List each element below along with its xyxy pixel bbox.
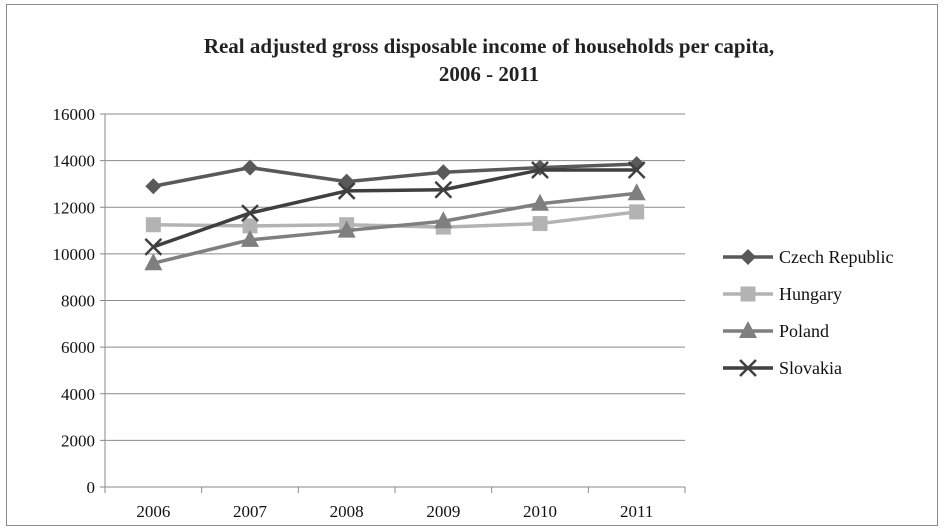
x-tick-label: 2007 [233, 502, 268, 521]
triangle-marker [144, 253, 163, 271]
triangle-marker [434, 211, 453, 229]
x-marker [144, 237, 163, 256]
square-marker [629, 204, 645, 220]
x-marker [434, 180, 453, 199]
legend-label: Czech Republic [779, 247, 893, 267]
x-marker [739, 359, 757, 377]
x-marker [627, 161, 646, 179]
square-marker [242, 218, 258, 234]
legend-label: Poland [779, 321, 829, 341]
legend-item: Poland [723, 321, 829, 341]
chart-subtitle: 2006 - 2011 [439, 62, 539, 86]
diamond-marker [145, 178, 162, 195]
x-marker [337, 182, 356, 200]
diamond-marker [628, 156, 645, 173]
square-marker [145, 217, 161, 233]
axes: 0 2000 4000 6000 8000 10000 12000 14000 16000 200… [53, 105, 686, 521]
diamond-marker [435, 164, 452, 181]
diamond-marker [740, 249, 756, 265]
legend-label: Hungary [779, 284, 842, 304]
triangle-marker [739, 321, 757, 338]
chart-title: Real adjusted gross disposable income of… [204, 34, 774, 58]
x-tick-label: 2006 [136, 502, 170, 521]
x-marker-stroke [434, 180, 453, 199]
y-tick-label: 4000 [61, 385, 95, 404]
x-tick-label: 2010 [523, 502, 557, 521]
triangle-marker [337, 220, 356, 238]
y-tick-label: 16000 [53, 105, 96, 124]
triangle-marker [627, 183, 646, 201]
x-marker-stroke [337, 182, 356, 200]
square-marker [532, 216, 548, 232]
y-tick-label: 12000 [53, 198, 96, 217]
triangle-marker [531, 193, 549, 211]
square-marker [740, 286, 756, 302]
series-line [153, 162, 637, 188]
series-line [152, 168, 637, 249]
diamond-marker [532, 159, 548, 176]
x-tick-label: 2009 [426, 502, 460, 521]
y-tick-label: 10000 [53, 245, 96, 264]
y-tick-label: 6000 [61, 338, 95, 357]
triangle-marker [241, 229, 259, 247]
x-marker-stroke [144, 237, 163, 256]
y-tick-label: 14000 [53, 152, 96, 171]
series-lines [144, 156, 646, 271]
diamond-marker [338, 173, 355, 190]
x-marker-stroke [627, 161, 646, 179]
x-tick-label: 2011 [620, 502, 653, 521]
line-chart: Real adjusted gross disposable income of… [53, 34, 894, 521]
y-tick-label: 2000 [61, 431, 95, 450]
x-marker-stroke [739, 359, 757, 377]
legend-label: Slovakia [779, 358, 842, 378]
chart-frame: Real adjusted gross disposable income of… [6, 4, 938, 526]
legend-item: Hungary [723, 284, 842, 304]
x-marker-stroke [531, 161, 549, 179]
x-marker [241, 204, 259, 222]
gridlines [105, 113, 685, 441]
x-marker-stroke [241, 204, 259, 222]
x-tick-label: 2008 [330, 502, 364, 521]
legend-item: Czech Republic [723, 247, 893, 267]
legend-item: Slovakia [723, 358, 842, 378]
y-tick-label: 8000 [61, 292, 95, 311]
series-line [152, 191, 637, 265]
legend: Czech Republic Hungary Poland Slovakia [723, 247, 893, 378]
y-tick-label: 0 [87, 478, 96, 497]
diamond-marker [242, 159, 258, 176]
x-marker [531, 161, 549, 179]
